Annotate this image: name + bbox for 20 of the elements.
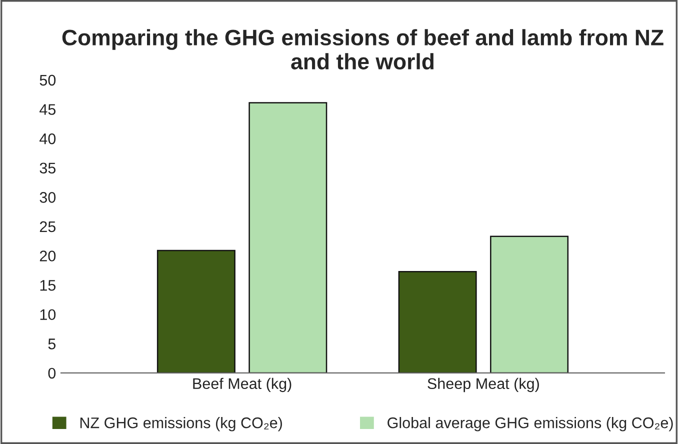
y-tick-label: 0 (48, 368, 56, 379)
y-tick-label: 35 (40, 162, 56, 174)
bar (490, 236, 569, 373)
y-tick-label: 20 (40, 250, 56, 262)
x-tick-label: Sheep Meat (kg) (428, 378, 539, 392)
y-tick-label: 45 (40, 104, 56, 115)
bar (248, 102, 328, 373)
x-tick-label: Beef Meat (kg) (193, 378, 292, 392)
y-tick-label: 15 (40, 280, 56, 291)
chart-title: Comparing the GHG emissions of beef and lamb from NZ and the world (62, 29, 664, 70)
legend-label: NZ GHG emissions (kg CO₂e) (80, 417, 282, 432)
bar (156, 250, 236, 373)
y-tick-label: 40 (40, 133, 56, 144)
y-tick-label: 5 (48, 338, 56, 350)
y-tick-label: 10 (40, 309, 56, 320)
y-tick-label: 50 (40, 74, 56, 86)
y-tick-label: 25 (40, 221, 56, 232)
y-tick-label: 30 (40, 192, 56, 203)
bar (398, 270, 477, 373)
legend-label: Global average GHG emissions (kg CO₂e) (388, 417, 673, 432)
